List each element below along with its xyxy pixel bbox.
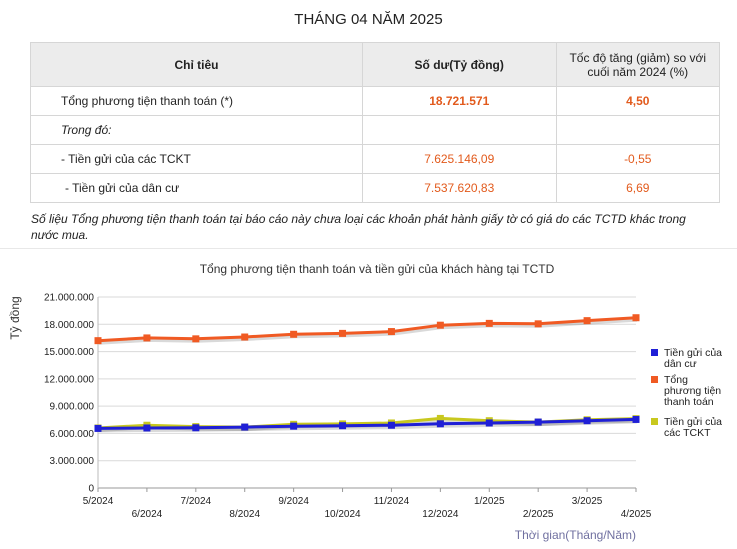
data-point[interactable] xyxy=(339,422,347,430)
divider xyxy=(0,248,737,249)
x-axis-label: Thời gian(Tháng/Năm) xyxy=(515,528,636,542)
y-tick-label: 3.000.000 xyxy=(50,456,95,467)
data-point[interactable] xyxy=(387,421,395,429)
x-tick-label: 5/2024 xyxy=(83,496,114,507)
table-row: - Tiền gửi của các TCKT 7.625.146,09 -0,… xyxy=(30,144,720,174)
x-tick-label: 7/2024 xyxy=(181,496,212,507)
header-indicator: Chỉ tiêu xyxy=(30,42,363,87)
legend-swatch xyxy=(651,349,658,356)
x-tick-label: 11/2024 xyxy=(374,496,410,507)
data-point[interactable] xyxy=(436,420,444,428)
y-tick-label: 9.000.000 xyxy=(50,402,95,413)
footnote: Số liệu Tổng phương tiện thanh toán tại … xyxy=(31,212,686,242)
x-tick-label: 1/2025 xyxy=(474,496,505,507)
data-point[interactable] xyxy=(583,317,591,325)
row-growth xyxy=(555,115,720,145)
data-point[interactable] xyxy=(143,334,151,342)
legend-label[interactable]: Tiền gửi của dân cư xyxy=(664,347,722,370)
data-point[interactable] xyxy=(485,319,493,327)
data-point[interactable] xyxy=(387,328,395,336)
x-tick-label: 8/2024 xyxy=(229,509,260,520)
data-point[interactable] xyxy=(143,424,151,432)
y-tick-label: 6.000.000 xyxy=(50,429,95,440)
data-point[interactable] xyxy=(436,414,444,422)
data-point[interactable] xyxy=(192,424,200,432)
row-balance: 7.625.146,09 xyxy=(361,144,557,174)
data-point[interactable] xyxy=(339,329,347,337)
data-point[interactable] xyxy=(241,423,249,431)
table-row: - Tiền gửi của dân cư 7.537.620,83 6,69 xyxy=(30,173,720,203)
y-tick-label: 18.000.000 xyxy=(44,320,94,331)
y-axis-label: Tỷ đồng xyxy=(8,296,22,339)
data-point[interactable] xyxy=(192,335,200,343)
series-shadow xyxy=(98,317,638,345)
x-tick-label: 9/2024 xyxy=(278,496,309,507)
data-point[interactable] xyxy=(436,321,444,329)
data-point[interactable] xyxy=(534,418,542,426)
data-point[interactable] xyxy=(534,320,542,328)
y-tick-label: 21.000.000 xyxy=(44,293,94,304)
data-point[interactable] xyxy=(485,419,493,427)
x-tick-label: 3/2025 xyxy=(572,496,603,507)
row-growth: -0,55 xyxy=(555,144,720,174)
legend-swatch xyxy=(651,376,658,383)
table-header-row: Chỉ tiêu Số dư(Tỷ đồng) Tốc độ tăng (giả… xyxy=(30,42,720,87)
statistics-table: Chỉ tiêu Số dư(Tỷ đồng) Tốc độ tăng (giả… xyxy=(30,42,720,203)
header-balance: Số dư(Tỷ đồng) xyxy=(361,42,557,87)
table-row: Trong đó: xyxy=(30,115,720,145)
header-growth: Tốc độ tăng (giảm) so với cuối năm 2024 … xyxy=(555,42,720,87)
x-tick-label: 12/2024 xyxy=(422,509,459,520)
row-balance: 7.537.620,83 xyxy=(361,173,557,203)
data-point[interactable] xyxy=(241,333,249,341)
row-label: - Tiền gửi của các TCKT xyxy=(30,144,363,174)
series-line xyxy=(97,316,637,343)
row-balance xyxy=(361,115,557,145)
x-axis-ticks: 5/2024 6/2024 7/2024 8/2024 9/2024 10/2024 11/… xyxy=(83,488,652,520)
data-point[interactable] xyxy=(94,424,102,432)
x-tick-label: 4/2025 xyxy=(621,509,652,520)
row-balance: 18.721.571 xyxy=(361,86,557,116)
x-tick-label: 2/2025 xyxy=(523,509,554,520)
x-tick-label: 10/2024 xyxy=(324,509,361,520)
table-row: Tổng phương tiện thanh toán (*) 18.721.5… xyxy=(30,86,720,116)
y-tick-label: 12.000.000 xyxy=(44,374,94,385)
row-growth: 4,50 xyxy=(555,86,720,116)
data-point[interactable] xyxy=(290,422,298,430)
chart-title: Tổng phương tiện thanh toán và tiền gửi … xyxy=(200,262,555,276)
series-line xyxy=(97,417,637,430)
line-chart: Tổng phương tiện thanh toán và tiền gửi … xyxy=(8,262,722,542)
legend: Tiền gửi của dân cư Tổng phương tiện thanh t… xyxy=(651,347,722,439)
legend-label[interactable]: Tiền gửi của các TCKT xyxy=(664,416,722,439)
series-shadow xyxy=(98,419,638,433)
row-growth: 6,69 xyxy=(555,173,720,203)
grid-lines xyxy=(97,296,636,489)
row-label: - Tiền gửi của dân cư xyxy=(30,173,363,203)
data-point[interactable] xyxy=(583,417,591,425)
data-point[interactable] xyxy=(94,337,102,345)
data-point[interactable] xyxy=(632,415,640,423)
row-label: Tổng phương tiện thanh toán (*) xyxy=(30,86,363,116)
x-tick-label: 6/2024 xyxy=(132,509,163,520)
page-title: THÁNG 04 NĂM 2025 xyxy=(294,11,443,28)
y-axis-ticks: 0 3.000.000 6.000.000 9.000.000 12.000.000 15… xyxy=(44,293,95,495)
series-lines xyxy=(94,314,640,433)
legend-swatch xyxy=(651,418,658,425)
row-label: Trong đó: xyxy=(30,115,363,145)
legend-label[interactable]: Tổng phương tiện thanh toán xyxy=(664,374,721,408)
data-point[interactable] xyxy=(632,314,640,322)
y-tick-label: 15.000.000 xyxy=(44,347,94,358)
data-point[interactable] xyxy=(290,330,298,338)
y-tick-label: 0 xyxy=(88,484,94,495)
